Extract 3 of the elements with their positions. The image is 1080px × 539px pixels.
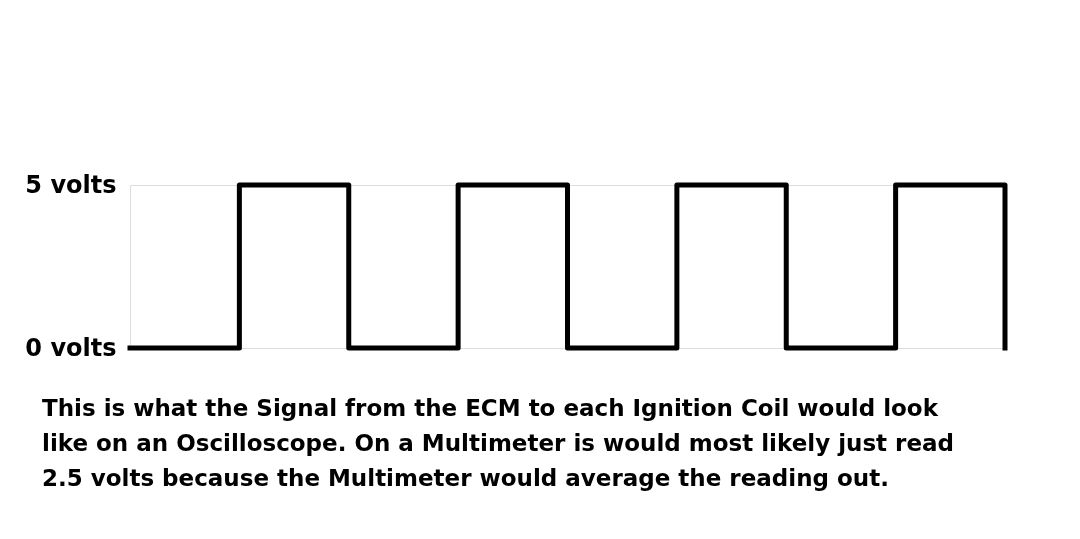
y-tick-label: 5 volts [25,170,117,199]
y-tick-label: 0 volts [25,333,117,362]
text: This is what the Signal from the ECM to each Ignition Coil would look like on an Oscilloscope. On a Multimeter is would most likely just read 2.5 volts because the Multimeter would average the reading out. [42,395,955,491]
